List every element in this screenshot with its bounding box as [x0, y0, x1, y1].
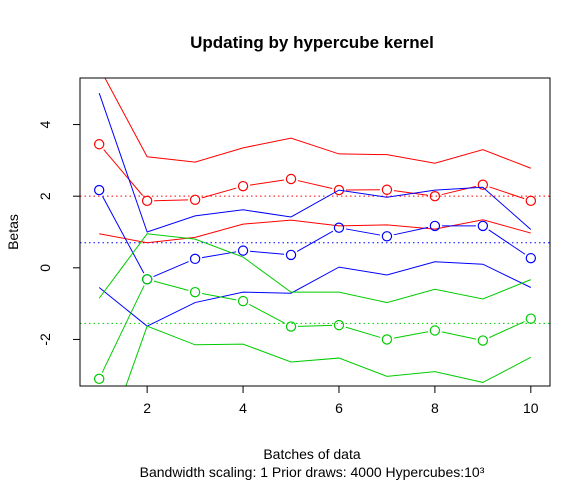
- y-tick-label: 2: [37, 192, 53, 200]
- series-2-estimate-segment: [488, 229, 526, 255]
- series-3-estimate-segment: [201, 292, 237, 301]
- chart-subtitle: Bandwidth scaling: 1 Prior draws: 4000 H…: [140, 464, 485, 480]
- series-1-estimate-segment: [393, 190, 429, 196]
- plot-frame: [79, 77, 551, 387]
- series-2-point: [285, 249, 297, 261]
- series-1-point: [429, 190, 441, 202]
- series-1-estimate-segment: [297, 180, 333, 190]
- series-2-estimate-segment: [296, 230, 334, 252]
- series-1-point: [477, 179, 489, 190]
- series-2-estimate-segment: [249, 250, 285, 255]
- series-1-point: [333, 184, 345, 196]
- series-3-point: [93, 373, 105, 385]
- series-2-point: [93, 184, 105, 196]
- series-1-estimate-segment: [489, 186, 525, 200]
- series-3-estimate-segment: [153, 280, 189, 291]
- series-3-estimate-segment: [345, 326, 381, 338]
- series-3-estimate-segment: [489, 321, 525, 339]
- series-1-point: [189, 194, 201, 205]
- x-tick-label: 8: [431, 400, 439, 416]
- series-3-point: [189, 286, 201, 298]
- series-2-estimate-segment: [153, 261, 189, 277]
- series-1-point: [285, 173, 297, 185]
- series-3-point: [333, 319, 345, 331]
- x-tick-label: 6: [335, 400, 343, 416]
- series-1-point: [237, 180, 249, 192]
- series-3-point: [525, 313, 537, 324]
- series-3-point: [285, 321, 297, 332]
- series-1-estimate-segment: [249, 179, 285, 186]
- chart-title: Updating by hypercube kernel: [190, 33, 434, 52]
- series-1-estimate-segment: [201, 187, 237, 199]
- series-3-estimate-segment: [393, 331, 429, 339]
- series-2-lower-band: [98, 261, 532, 327]
- series-1-upper-band: [104, 78, 532, 169]
- y-tick-label: -2: [37, 333, 53, 346]
- series-2-estimate-segment: [102, 196, 145, 274]
- y-tick-label: 4: [37, 120, 53, 128]
- series-2-point: [429, 220, 441, 232]
- series-3-point: [141, 274, 153, 285]
- series-2-point: [189, 253, 201, 265]
- series-3-estimate-segment: [298, 324, 332, 327]
- series-1-point: [141, 195, 153, 207]
- series-2: [93, 92, 537, 327]
- x-tick-label: 2: [143, 400, 151, 416]
- x-tick-label: 10: [523, 400, 539, 416]
- series-3-upper-band: [98, 233, 532, 304]
- series-1-point: [93, 139, 105, 150]
- series-2-point: [477, 220, 489, 232]
- series-3-lower-band: [125, 325, 532, 386]
- series-3: [93, 233, 537, 386]
- series-1-estimate-segment: [154, 199, 189, 202]
- series-2-point: [381, 231, 393, 242]
- series-3-point: [429, 325, 441, 336]
- series-3-estimate-segment: [441, 331, 477, 340]
- series-1-estimate-segment: [103, 149, 144, 196]
- series-2-point: [525, 252, 537, 264]
- series-3-estimate-segment: [249, 303, 286, 324]
- series-3-point: [381, 334, 393, 345]
- series-1-lower-band: [99, 219, 531, 244]
- series-2-point: [237, 245, 249, 256]
- y-axis-label: Betas: [5, 214, 21, 250]
- series-2-upper-band: [98, 92, 532, 233]
- x-axis-label: Batches of data: [263, 446, 361, 462]
- series-1-point: [525, 195, 537, 207]
- series-1-point: [381, 184, 393, 195]
- x-tick-label: 4: [239, 400, 247, 416]
- plot-area: [80, 78, 550, 386]
- series-2-estimate-segment: [345, 228, 381, 236]
- series-2-point: [333, 222, 345, 233]
- series-3-point: [477, 335, 489, 346]
- series-2-estimate-segment: [393, 226, 429, 236]
- series-3-estimate-segment: [101, 285, 145, 373]
- y-axis: -2 0 2 4: [37, 120, 80, 346]
- x-axis: 2 4 6 8 10: [143, 386, 539, 416]
- series-3-point: [237, 295, 249, 307]
- y-tick-label: 0: [37, 264, 53, 272]
- series-1: [93, 78, 537, 244]
